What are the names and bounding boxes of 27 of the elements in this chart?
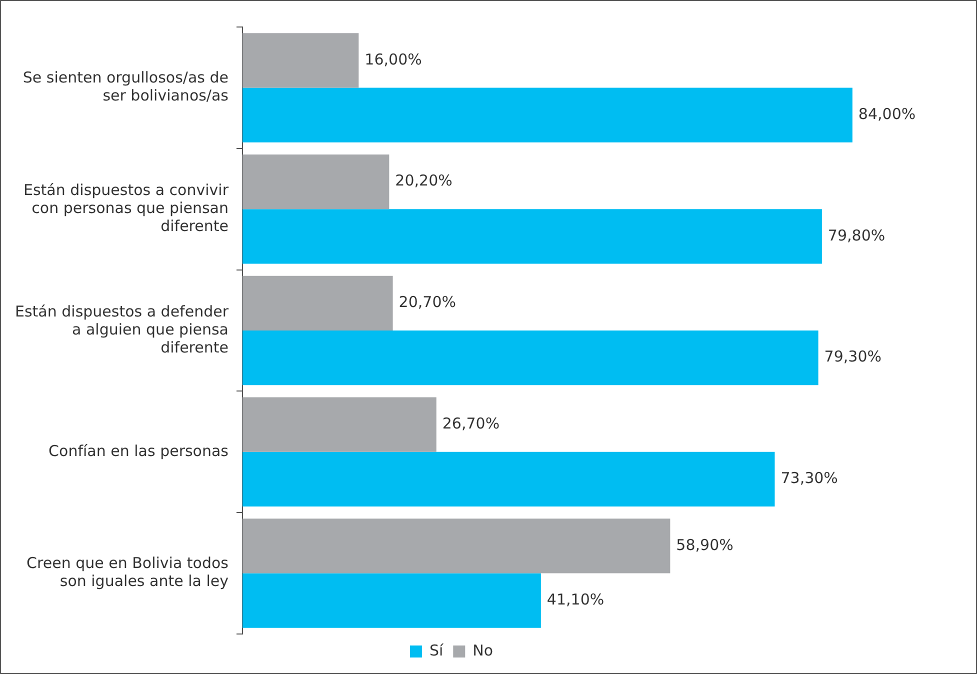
bar bbox=[242, 330, 818, 386]
y-tick-label: Confían en las personas bbox=[48, 442, 229, 460]
bar bbox=[242, 573, 541, 628]
y-tick-label: Se sienten orgullosos/as de ser bolivianos/as bbox=[22, 68, 229, 105]
bar bbox=[242, 88, 852, 142]
bar bbox=[242, 452, 775, 507]
data-label: 41,10% bbox=[546, 590, 604, 609]
bar bbox=[242, 276, 393, 330]
bar bbox=[242, 397, 436, 452]
legend-label: Sí bbox=[429, 641, 444, 660]
bar bbox=[242, 33, 359, 88]
bar bbox=[242, 209, 822, 264]
y-tick-label: Creen que en Bolivia todos son iguales ante la ley bbox=[26, 554, 229, 590]
data-label: 20,70% bbox=[398, 293, 456, 312]
data-label: 73,30% bbox=[780, 469, 838, 488]
data-label: 16,00% bbox=[364, 50, 422, 68]
data-label: 84,00% bbox=[858, 104, 916, 123]
data-label: 79,30% bbox=[824, 348, 882, 366]
legend-label: No bbox=[472, 641, 494, 660]
data-label: 26,70% bbox=[442, 414, 500, 432]
y-tick-label: Están dispuestos a convivir con personas que piensan diferente bbox=[23, 180, 230, 235]
bar bbox=[242, 154, 390, 210]
data-label: 58,90% bbox=[676, 536, 734, 554]
bar bbox=[242, 518, 670, 574]
data-label: 20,20% bbox=[395, 172, 452, 190]
data-label: 79,80% bbox=[828, 226, 886, 244]
y-tick-label: Están dispuestos a defender a alguien que piensa diferente bbox=[14, 302, 230, 356]
